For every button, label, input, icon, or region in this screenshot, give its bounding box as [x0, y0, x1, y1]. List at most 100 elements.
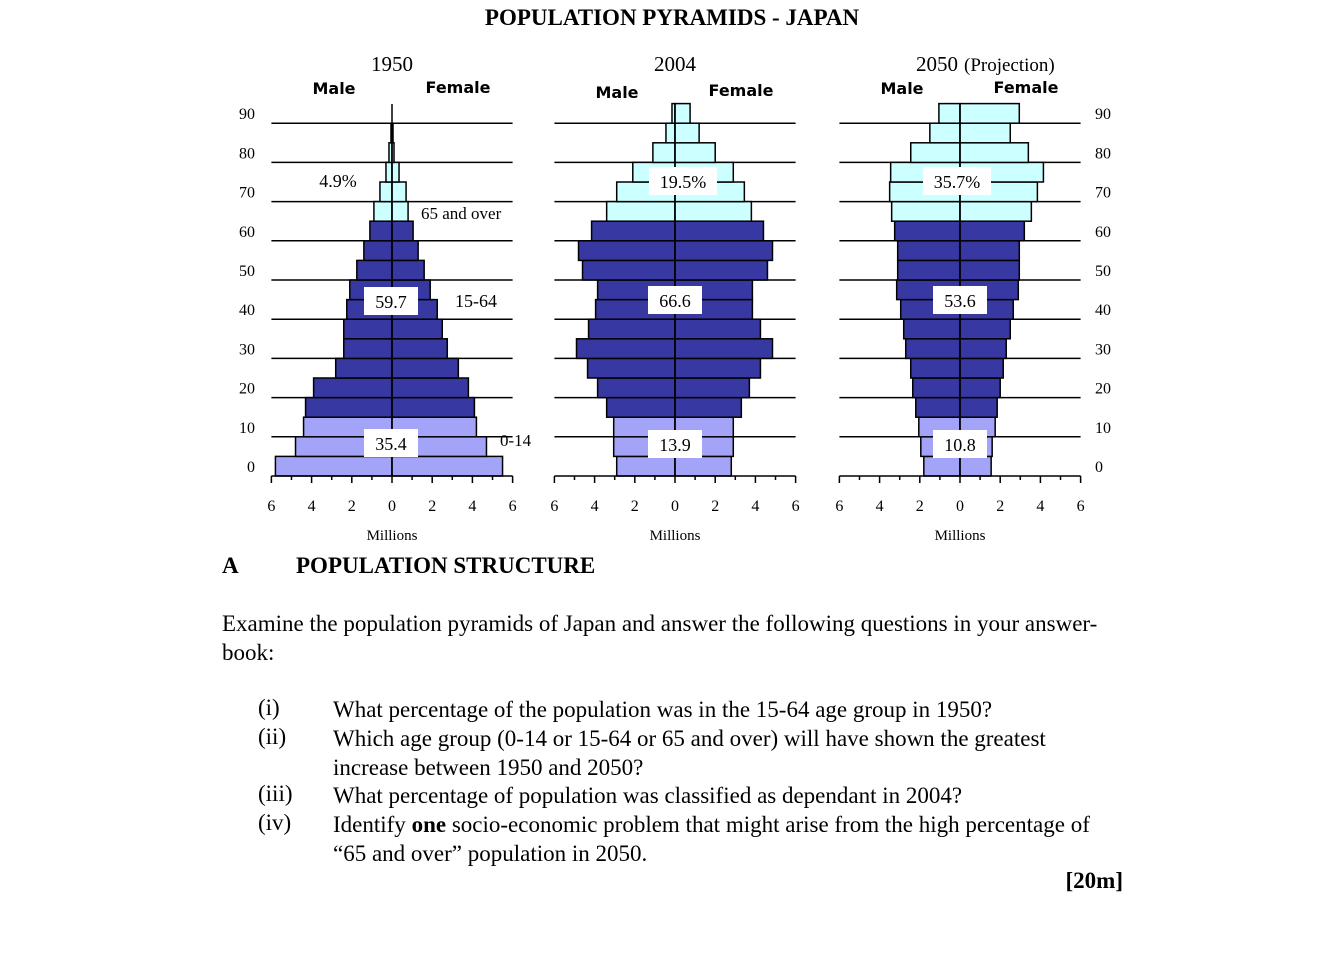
y-tick-label: 90	[1095, 106, 1111, 123]
male-label: Male	[312, 79, 355, 98]
bar-female-60-64	[959, 220, 1026, 242]
bar-female-90+	[674, 102, 691, 124]
section-letter: A	[222, 553, 239, 578]
bar-male-55-59	[363, 240, 393, 262]
y-tick-label: 70	[239, 185, 255, 202]
y-tick-label: 30	[239, 341, 255, 358]
x-axis-label: Millions	[935, 528, 986, 544]
x-tick-label: 2	[631, 498, 639, 515]
x-tick-label: 2	[711, 498, 719, 515]
bar-female-50-54	[959, 259, 1021, 281]
x-tick-label: 4	[308, 498, 316, 515]
bar-female-70-74	[391, 181, 407, 203]
y-tick-label: 90	[239, 106, 255, 123]
x-tick-label: 6	[835, 498, 843, 515]
bar-female-0-4	[959, 455, 992, 477]
x-tick-label: 4	[591, 498, 599, 515]
x-tick-label: 6	[1077, 498, 1085, 515]
y-tick-label: 50	[239, 263, 255, 280]
bar-female-15-19	[959, 396, 998, 418]
bar-male-60-64	[369, 220, 393, 242]
bar-male-35-39	[902, 318, 961, 340]
bar-female-25-29	[391, 357, 460, 379]
annotation-box	[933, 286, 987, 314]
bar-female-55-59	[959, 240, 1021, 262]
x-tick-label: 0	[388, 498, 396, 515]
x-tick-label: 2	[916, 498, 924, 515]
bar-male-55-59	[896, 240, 961, 262]
bar-male-0-4	[923, 455, 961, 477]
y-tick-label: 60	[239, 224, 255, 241]
x-axis-label: Millions	[650, 528, 701, 544]
chart-title: 2050	[916, 52, 958, 76]
bar-male-60-64	[590, 220, 676, 242]
annotation-box	[648, 430, 702, 458]
bar-male-0-4	[274, 455, 393, 477]
bar-female-65-69	[674, 200, 753, 222]
annotation-old: 19.5%	[660, 172, 707, 192]
bar-male-75-79	[385, 161, 393, 183]
x-tick-label: 2	[348, 498, 356, 515]
bar-male-70-74	[379, 181, 393, 203]
bar-female-90+	[959, 102, 1021, 124]
page-title: POPULATION PYRAMIDS - JAPAN	[484, 5, 860, 30]
y-tick-label: 50	[1095, 263, 1111, 280]
annotation-old-group: 65 and over	[421, 204, 502, 223]
bar-male-15-19	[605, 396, 676, 418]
bar-female-0-4	[391, 455, 504, 477]
intro-paragraph: Examine the population pyramids of Japan…	[222, 611, 1098, 665]
annotation-working: 66.6	[659, 291, 691, 311]
bar-male-80-84	[910, 142, 961, 164]
bar-female-15-19	[674, 396, 743, 418]
annotation-young: 10.8	[944, 435, 976, 455]
bar-male-20-24	[596, 377, 676, 399]
female-label: Female	[994, 78, 1059, 97]
bar-male-35-39	[587, 318, 676, 340]
annotation-working: 59.7	[375, 292, 407, 312]
y-tick-label: 40	[1095, 302, 1111, 319]
question-number: (iv)	[258, 810, 292, 835]
y-tick-label: 80	[1095, 145, 1111, 162]
x-tick-label: 4	[876, 498, 884, 515]
bar-male-80-84	[652, 142, 676, 164]
y-tick-label: 60	[1095, 224, 1111, 241]
question-text: What percentage of population was classi…	[333, 783, 963, 808]
annotation-box	[364, 287, 418, 315]
chart-subtitle: (Projection)	[964, 55, 1055, 76]
bar-female-50-54	[391, 259, 425, 281]
male-label: Male	[880, 79, 923, 98]
annotation-young: 35.4	[375, 434, 407, 454]
y-tick-label: 20	[239, 381, 255, 398]
x-axis-label: Millions	[367, 528, 418, 544]
bar-female-25-29	[674, 357, 762, 379]
female-label: Female	[709, 81, 774, 100]
annotation-old: 35.7%	[934, 172, 981, 192]
female-label: Female	[426, 78, 491, 97]
chart-title: 1950	[371, 52, 413, 76]
x-tick-label: 6	[509, 498, 517, 515]
annotation-working-group: 15-64	[455, 291, 497, 311]
bar-female-75-79	[391, 161, 400, 183]
bar-male-25-29	[910, 357, 961, 379]
bar-female-30-34	[391, 338, 449, 360]
y-tick-label: 10	[1095, 420, 1111, 437]
male-label: Male	[595, 83, 638, 102]
bar-male-25-29	[586, 357, 676, 379]
bar-male-20-24	[912, 377, 961, 399]
bar-female-20-24	[391, 377, 470, 399]
bar-male-50-54	[581, 259, 676, 281]
y-tick-label: 70	[1095, 185, 1111, 202]
bar-male-25-29	[334, 357, 393, 379]
bar-male-65-69	[605, 200, 676, 222]
annotation-working: 53.6	[944, 291, 976, 311]
question-text-part: Identify	[333, 812, 412, 837]
section-title: POPULATION STRUCTURE	[296, 553, 596, 578]
x-tick-label: 6	[550, 498, 558, 515]
bar-male-15-19	[915, 396, 961, 418]
x-tick-label: 2	[428, 498, 436, 515]
bar-female-50-54	[674, 259, 769, 281]
bar-female-30-34	[959, 338, 1007, 360]
bar-male-55-59	[577, 240, 676, 262]
bar-male-65-69	[890, 200, 961, 222]
